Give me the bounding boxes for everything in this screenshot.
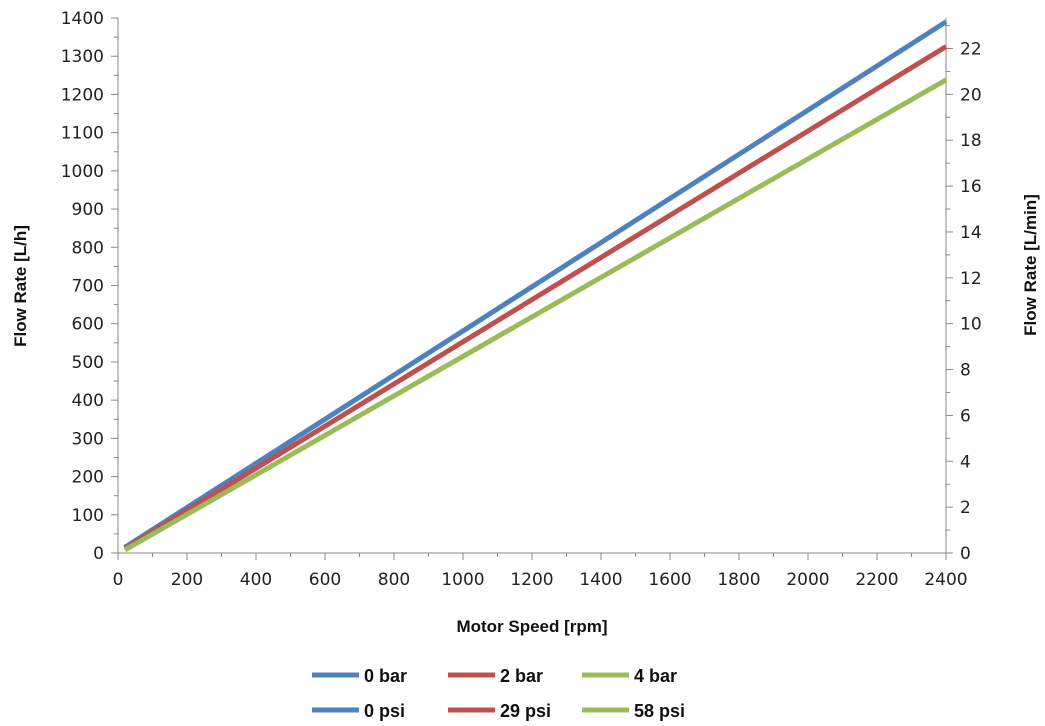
x-tick-label: 1800 bbox=[717, 570, 760, 590]
y2-tick-label: 14 bbox=[960, 223, 982, 243]
y2-tick-label: 12 bbox=[960, 269, 982, 289]
x-tick-label: 1400 bbox=[579, 570, 622, 590]
series-group bbox=[123, 19, 948, 553]
y-axis-title: Flow Rate [L/h] bbox=[11, 225, 30, 347]
x-tick-label: 0 bbox=[113, 570, 124, 590]
x-tick-label: 1200 bbox=[510, 570, 553, 590]
y2-axis-title: Flow Rate [L/min] bbox=[1021, 194, 1040, 336]
y-tick-label: 0 bbox=[93, 544, 104, 564]
y-tick-label: 300 bbox=[72, 429, 104, 449]
y2-tick-label: 0 bbox=[960, 544, 971, 564]
y2-tick-label: 2 bbox=[960, 498, 971, 518]
series-line-4-bar bbox=[123, 77, 948, 553]
legend: 0 bar 2 bar 4 bar 0 psi 29 psi 58 psi bbox=[312, 666, 685, 721]
legend-label: 0 bar bbox=[364, 666, 407, 686]
y-tick-label: 1400 bbox=[61, 9, 104, 29]
x-tick-label: 1000 bbox=[441, 570, 484, 590]
y2-tick-label: 22 bbox=[960, 39, 982, 59]
y-tick-label: 800 bbox=[72, 238, 104, 258]
x-tick-label: 2200 bbox=[855, 570, 898, 590]
y2-tick-label: 16 bbox=[960, 177, 982, 197]
x-axis-title: Motor Speed [rpm] bbox=[456, 617, 607, 636]
y-tick-label: 900 bbox=[72, 200, 104, 220]
x-tick-label: 200 bbox=[171, 570, 203, 590]
y-tick-label: 1100 bbox=[61, 124, 104, 144]
y2-tick-label: 4 bbox=[960, 452, 971, 472]
y-tick-label: 100 bbox=[72, 506, 104, 526]
x-tick-label: 800 bbox=[378, 570, 410, 590]
legend-label: 2 bar bbox=[500, 666, 543, 686]
y-tick-label: 1300 bbox=[61, 47, 104, 67]
axes-group: 0 200 400 600 800 1000 1200 1400 1600 1800 2000 220… bbox=[61, 9, 982, 590]
y-tick-label: 1200 bbox=[61, 85, 104, 105]
legend-label: 29 psi bbox=[500, 701, 551, 721]
x-tick-label: 2000 bbox=[786, 570, 829, 590]
x-tick-label: 1600 bbox=[648, 570, 691, 590]
series-line-2-bar bbox=[123, 44, 948, 551]
legend-label: 4 bar bbox=[634, 666, 677, 686]
y2-tick-label: 6 bbox=[960, 406, 971, 426]
y-tick-label: 200 bbox=[72, 468, 104, 488]
x-tick-label: 2400 bbox=[924, 570, 967, 590]
y2-tick-label: 20 bbox=[960, 85, 982, 105]
y2-tick-label: 8 bbox=[960, 361, 971, 381]
x-tick-label: 400 bbox=[240, 570, 272, 590]
x-tick-label: 600 bbox=[309, 570, 341, 590]
y-tick-label: 1000 bbox=[61, 162, 104, 182]
y-tick-label: 400 bbox=[72, 391, 104, 411]
y-tick-label: 500 bbox=[72, 353, 104, 373]
legend-label: 0 psi bbox=[364, 701, 405, 721]
y2-tick-label: 10 bbox=[960, 315, 982, 335]
legend-label: 58 psi bbox=[634, 701, 685, 721]
y-tick-label: 700 bbox=[72, 277, 104, 297]
series-line-0-bar bbox=[123, 19, 948, 550]
y-tick-label: 600 bbox=[72, 315, 104, 335]
y2-tick-label: 18 bbox=[960, 131, 982, 151]
